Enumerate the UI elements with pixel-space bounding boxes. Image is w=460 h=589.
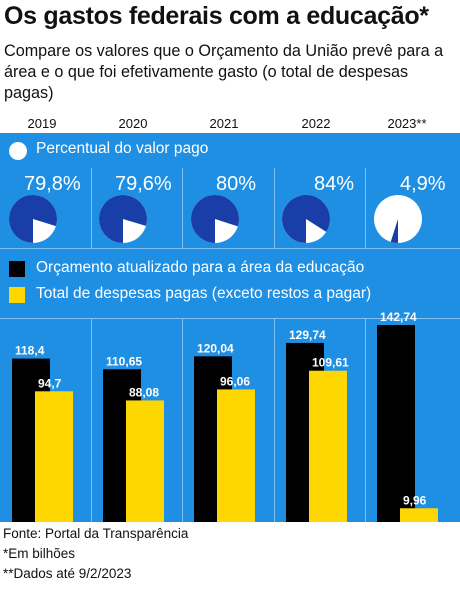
chart-title: Os gastos federais com a educação*: [4, 2, 429, 30]
footnote-date: **Dados até 9/2/2023: [3, 566, 132, 581]
bar-value-label-budget: 129,74: [289, 328, 326, 342]
column-divider: [182, 318, 183, 522]
percent-label: 4,9%: [400, 173, 446, 195]
legend-marker-budget: [9, 261, 25, 277]
source-note: Fonte: Portal da Transparência: [3, 526, 189, 541]
column-divider: [274, 168, 275, 248]
percent-label: 80%: [216, 173, 257, 195]
legend-marker-paid: [9, 287, 25, 303]
column-divider: [91, 318, 92, 522]
legend-label-budget: Orçamento atualizado para a área da educ…: [36, 259, 365, 276]
column-divider: [182, 168, 183, 248]
column-divider: [91, 168, 92, 248]
bar-value-label-budget: 118,4: [15, 344, 45, 358]
legend-label-percent: Percentual do valor pago: [36, 140, 209, 157]
bar-value-label-paid: 88,08: [129, 385, 159, 399]
year-label: 2023**: [387, 116, 427, 131]
bar-value-label-budget: 110,65: [106, 354, 142, 368]
column-divider: [365, 318, 366, 522]
bar-value-label-paid: 109,61: [312, 356, 349, 370]
pie-slice-paid: [390, 219, 398, 243]
section-divider: [0, 248, 460, 249]
bar-paid: [400, 508, 438, 522]
pie-slice-paid: [282, 195, 330, 243]
column-divider: [365, 168, 366, 248]
percent-label: 84%: [314, 173, 355, 195]
pie-slice-paid: [191, 194, 240, 243]
bar-value-label-paid: 9,96: [403, 493, 427, 507]
footnote-units: *Em bilhões: [3, 546, 76, 561]
percent-label: 79,6%: [115, 173, 172, 195]
bar-paid: [217, 389, 255, 522]
column-divider: [274, 318, 275, 522]
bar-value-label-budget: 120,04: [197, 341, 234, 355]
pie-slice-paid: [9, 195, 58, 244]
year-header: 2019 2020 2021 2022 2023**: [0, 115, 460, 133]
bar-paid: [35, 391, 73, 522]
bar-paid: [126, 400, 164, 522]
chart-subtitle: Compare os valores que o Orçamento da Un…: [4, 42, 444, 102]
year-label: 2020: [118, 116, 148, 131]
legend-label-paid: Total de despesas pagas (exceto restos a…: [36, 285, 372, 302]
bar-value-label-paid: 94,7: [38, 376, 62, 390]
bar-value-label-paid: 96,06: [220, 374, 250, 388]
year-label: 2019: [27, 116, 57, 131]
percent-label: 79,8%: [24, 173, 81, 195]
pie-slice-paid: [99, 195, 147, 243]
legend-marker-percent: [9, 142, 27, 160]
year-label: 2021: [209, 116, 239, 131]
year-label: 2022: [301, 116, 331, 131]
section-divider: [0, 318, 460, 319]
bar-budget: [377, 325, 415, 522]
bar-value-label-budget: 142,74: [380, 310, 417, 324]
bar-paid: [309, 370, 347, 522]
